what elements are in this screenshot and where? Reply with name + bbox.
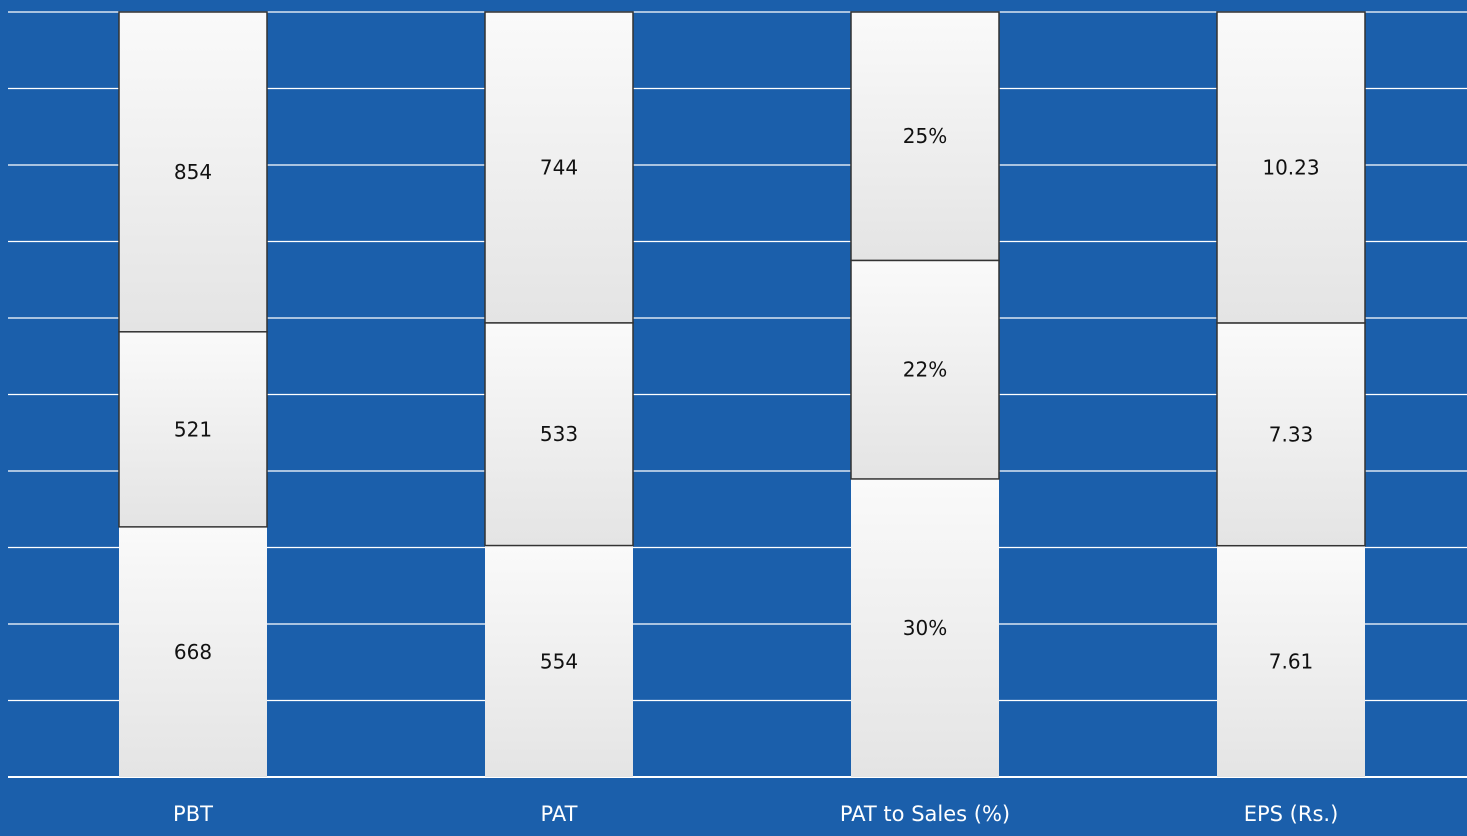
category-labels: PBT PAT PAT to Sales (%) EPS (Rs.) bbox=[173, 802, 1338, 826]
bar-segment bbox=[119, 526, 267, 777]
bar-segment bbox=[484, 11, 634, 324]
bar-segment bbox=[484, 322, 634, 547]
data-label: 668 bbox=[174, 640, 212, 664]
bar-segment bbox=[118, 331, 268, 528]
data-label: 854 bbox=[174, 160, 212, 184]
bar-segment bbox=[850, 11, 1000, 262]
bar-segment bbox=[1217, 545, 1365, 777]
bars bbox=[118, 11, 1366, 777]
category-label: PAT bbox=[541, 802, 578, 826]
data-label: 533 bbox=[540, 422, 578, 446]
data-label: 554 bbox=[540, 649, 578, 673]
data-label: 30% bbox=[903, 616, 947, 640]
data-label: 521 bbox=[174, 417, 212, 441]
category-label: EPS (Rs.) bbox=[1244, 802, 1339, 826]
data-label: 10.23 bbox=[1262, 155, 1319, 179]
data-label: 25% bbox=[903, 124, 947, 148]
bar-segment bbox=[850, 259, 1000, 480]
bar-segment bbox=[1216, 11, 1366, 324]
category-label: PBT bbox=[173, 802, 213, 826]
category-label: PAT to Sales (%) bbox=[840, 802, 1010, 826]
data-label: 7.33 bbox=[1269, 422, 1314, 446]
bar-segment bbox=[1216, 322, 1366, 547]
data-label: 744 bbox=[540, 155, 578, 179]
data-label: 22% bbox=[903, 358, 947, 382]
bar-segment bbox=[851, 478, 999, 777]
data-labels: 668 521 854 554 533 744 30% 22% 25% 7.61 7.33 10.23 bbox=[174, 124, 1320, 673]
bar-segment bbox=[118, 11, 268, 333]
data-label: 7.61 bbox=[1269, 649, 1314, 673]
bar-segment bbox=[485, 545, 633, 777]
